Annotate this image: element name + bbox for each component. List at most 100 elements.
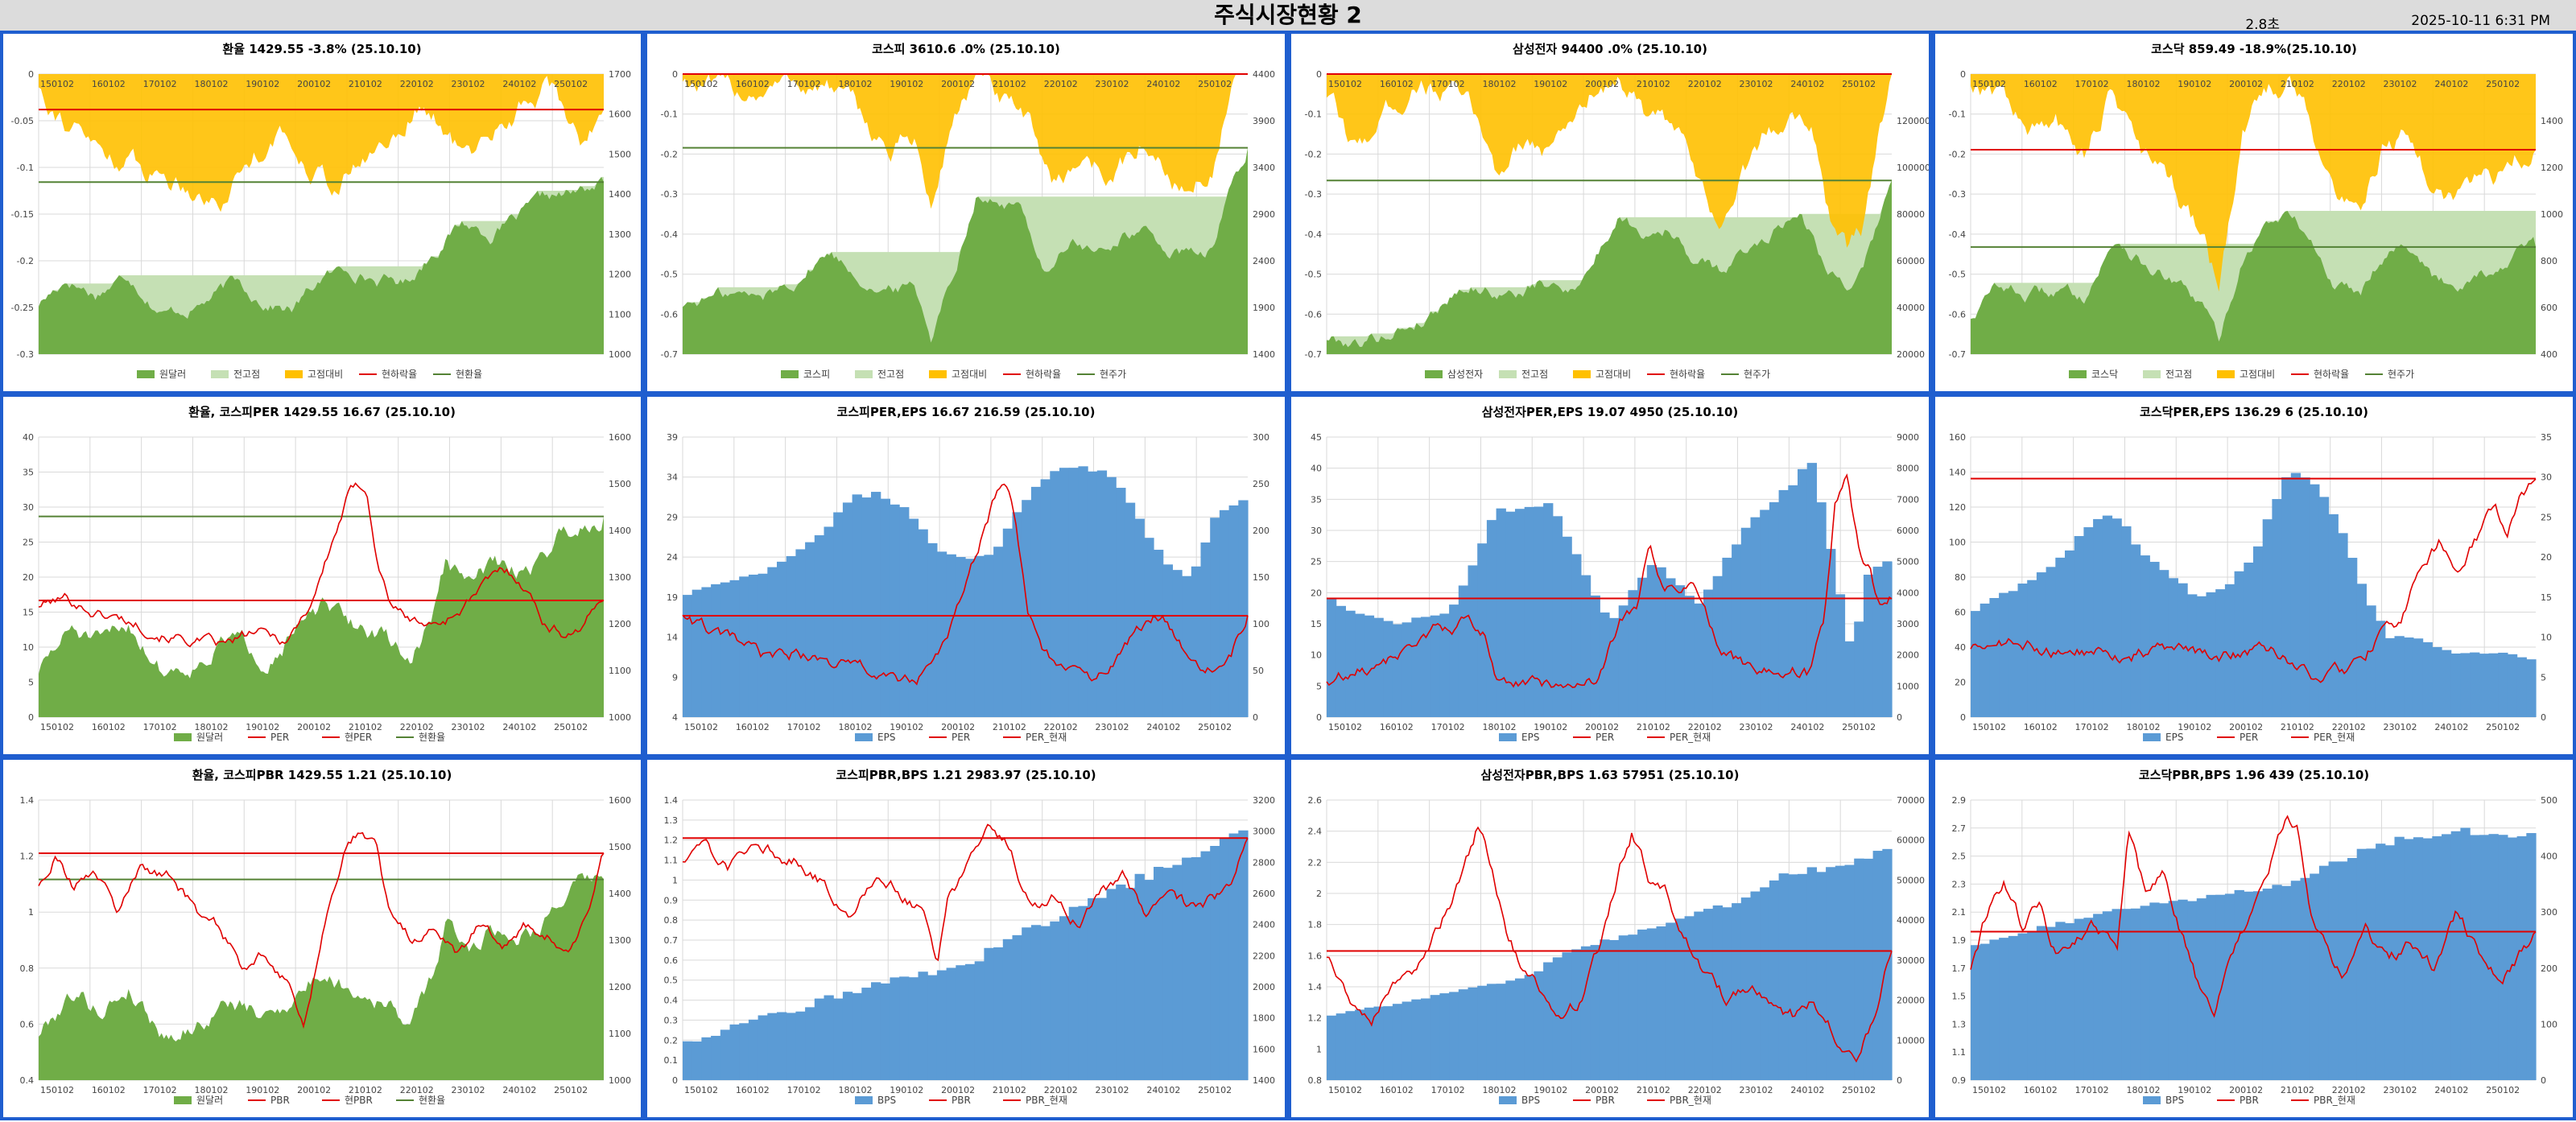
x-tick-label: 210102 <box>349 722 382 732</box>
y-left-tick-label: 0.6 <box>664 955 679 966</box>
bar <box>2488 653 2499 717</box>
y-left-tick-label: 80 <box>1955 572 1966 583</box>
bar <box>691 1041 702 1080</box>
bar <box>1144 538 1154 717</box>
legend-label: 전고점 <box>233 369 260 380</box>
legend-swatch <box>174 733 192 741</box>
x-tick-label: 200102 <box>2229 722 2263 732</box>
y-left-tick-label: 40 <box>1955 642 1966 653</box>
bar <box>1534 506 1544 717</box>
bar <box>824 526 834 717</box>
bar <box>1050 921 1060 1080</box>
bar <box>1154 550 1164 717</box>
bar <box>1116 885 1126 1080</box>
legend-item: PBR <box>1573 1095 1615 1106</box>
legend-label: 전고점 <box>2165 369 2192 380</box>
bar <box>2130 908 2141 1080</box>
bar <box>1134 873 1145 1080</box>
x-tick-label: 230102 <box>2384 79 2417 89</box>
y-right-tick-label: 70000 <box>1897 795 1925 806</box>
x-tick-label: 190102 <box>246 79 279 89</box>
bar <box>1816 502 1827 717</box>
bar <box>1524 506 1534 717</box>
y-left-tick-label: 0.8 <box>664 915 679 926</box>
chart-panel: 삼성전자PBR,BPS 1.63 57951 (25.10.10) 0.8 1 1.2… <box>1288 757 1932 1120</box>
y-left-tick-label: 1 <box>28 907 34 918</box>
legend-item: 원달러 <box>174 732 223 743</box>
y-left-tick-label: -0.4 <box>661 229 678 240</box>
y-right-tick-label: 30 <box>2541 472 2552 483</box>
legend-swatch <box>2069 370 2087 378</box>
x-tick-label: 240102 <box>2434 79 2468 89</box>
bar <box>2338 861 2348 1080</box>
bar <box>1134 518 1145 717</box>
x-tick-label: 240102 <box>1146 722 1180 732</box>
bar <box>2384 637 2396 717</box>
y-left-tick-label: 160 <box>1949 432 1966 443</box>
x-tick-label: 160102 <box>92 722 126 732</box>
bar <box>1373 617 1384 717</box>
x-tick-label: 240102 <box>2434 1085 2468 1095</box>
x-tick-label: 170102 <box>2075 1085 2109 1095</box>
y-left-tick-label: 1.6 <box>1308 951 1323 961</box>
bar <box>2442 834 2452 1080</box>
legend-swatch <box>174 1096 192 1104</box>
bar <box>2507 837 2518 1080</box>
y-left-tick-label: -0.2 <box>1305 149 1322 159</box>
bar <box>1543 962 1554 1080</box>
x-tick-label: 190102 <box>246 722 279 732</box>
bar <box>2450 653 2461 717</box>
x-tick-label: 220102 <box>400 722 434 732</box>
bar <box>1078 466 1088 717</box>
y-left-tick-label: -0.7 <box>661 349 678 360</box>
bar <box>918 529 928 717</box>
legend-label: 현PBR <box>345 1095 373 1106</box>
legend-item: 고점대비 <box>929 369 987 380</box>
x-tick-label: 200102 <box>297 79 331 89</box>
chart-svg: 삼성전자 94400 .0% (25.10.10) -0.7 -0.6 -0.5 -0.… <box>1305 42 1929 380</box>
bar <box>2121 909 2132 1080</box>
y-left-tick-label: -0.7 <box>1305 349 1322 360</box>
y-right-tick-label: 1600 <box>609 432 631 443</box>
bar <box>2065 550 2075 717</box>
bar <box>805 542 815 717</box>
bar <box>2130 544 2141 717</box>
x-tick-label: 220102 <box>1688 1085 1722 1095</box>
y-right-tick-label: 2200 <box>1253 951 1275 961</box>
chart-panel: 환율, 코스피PER 1429.55 16.67 (25.10.10) 0 5 10 1… <box>0 394 644 757</box>
bar <box>748 1019 759 1080</box>
bar <box>701 587 712 717</box>
x-tick-label: 200102 <box>2229 79 2263 89</box>
y-right-tick-label: 0 <box>1253 712 1258 723</box>
bar <box>739 1023 749 1080</box>
x-tick-label: 180102 <box>2126 1085 2160 1095</box>
ratio-line <box>1970 478 2537 683</box>
bar <box>2356 584 2367 717</box>
x-tick-label: 210102 <box>993 79 1026 89</box>
y-left-tick-label: 35 <box>23 468 34 478</box>
bar <box>2347 558 2358 717</box>
bar <box>1172 864 1183 1080</box>
bar <box>861 497 872 717</box>
y-left-tick-label: 0 <box>672 69 678 80</box>
x-tick-label: 150102 <box>684 79 718 89</box>
x-tick-label: 240102 <box>2434 722 2468 732</box>
bar <box>2149 562 2160 717</box>
chart-title: 환율 1429.55 -3.8% (25.10.10) <box>222 42 421 56</box>
y-left-tick-label: -0.1 <box>661 109 678 120</box>
legend-item: 전고점 <box>1499 369 1548 380</box>
y-right-tick-label: 100 <box>2541 1019 2557 1029</box>
bar <box>1788 874 1798 1080</box>
legend-swatch <box>1499 1096 1517 1104</box>
bar <box>2178 899 2188 1080</box>
bar <box>1125 502 1136 717</box>
x-tick-label: 170102 <box>787 1085 821 1095</box>
y-left-tick-label: 0.2 <box>664 1035 679 1046</box>
y-left-tick-label: -0.5 <box>1949 270 1966 280</box>
x-tick-label: 180102 <box>838 1085 872 1095</box>
y-right-tick-label: 10 <box>2541 633 2552 643</box>
bar <box>1580 575 1591 717</box>
bar <box>1421 617 1431 717</box>
x-tick-label: 190102 <box>890 722 923 732</box>
legend-label: 전고점 <box>877 369 904 380</box>
